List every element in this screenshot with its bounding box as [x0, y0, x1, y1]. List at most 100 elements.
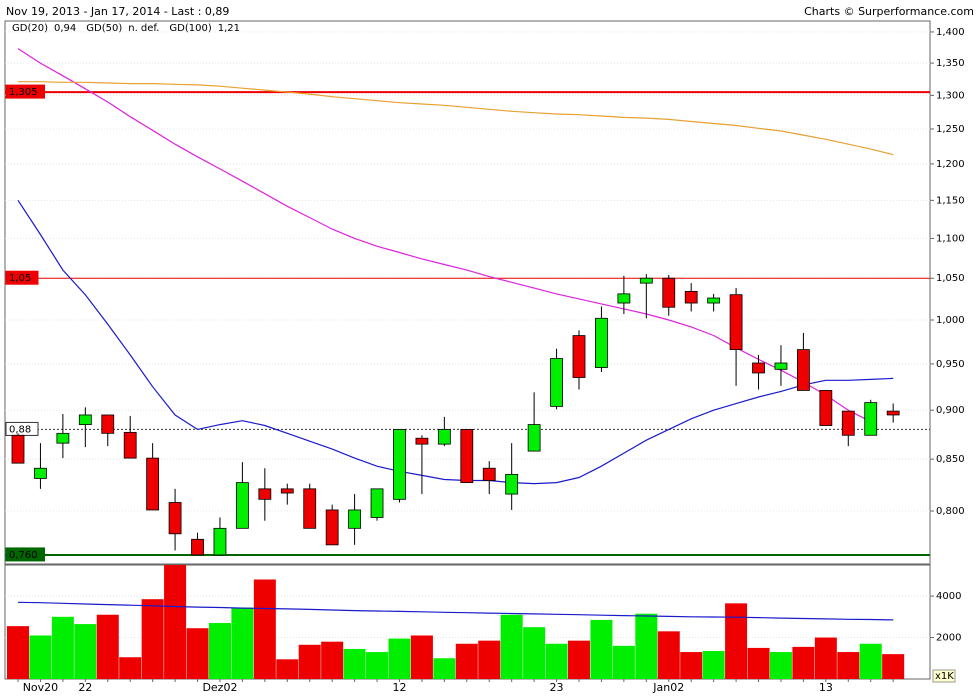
volume-bar [253, 579, 276, 679]
y-tick-label: 1,250 [936, 124, 965, 135]
volume-bar [523, 627, 546, 679]
volume-bar [792, 646, 815, 679]
y-tick-label: 0,850 [936, 454, 965, 465]
candle-body [78, 414, 92, 425]
volume-bar [276, 659, 299, 679]
volume-bar [208, 623, 231, 679]
candle-body [56, 432, 70, 444]
legend-value: 0,94 [54, 23, 76, 34]
volume-bar [814, 637, 837, 679]
level-label: 0,88 [9, 424, 31, 435]
volume-bar [321, 641, 344, 679]
candle-body [146, 457, 160, 511]
volume-bar [568, 640, 590, 679]
volume-bar [298, 644, 321, 679]
x-tick-label: Nov20 [23, 681, 58, 694]
volume-bar [119, 657, 142, 679]
candle-body [34, 467, 47, 479]
candle-body [572, 335, 586, 378]
volume-bar [725, 603, 748, 679]
volume-bar [410, 635, 433, 679]
volume-bar [500, 614, 523, 679]
moving-average [17, 48, 871, 423]
candle-body [595, 317, 608, 368]
volume-bar [545, 643, 568, 679]
volume-bar [859, 643, 882, 679]
volume-bar [186, 628, 209, 679]
y-tick-label: 1,000 [936, 315, 965, 326]
legend-value: 1,21 [218, 23, 240, 34]
candle-body [235, 482, 249, 529]
header-credit: Charts © Surperformance.com [804, 5, 974, 18]
candle-body [886, 410, 900, 416]
volume-bar [680, 652, 703, 679]
candle-body [348, 509, 362, 529]
volume-bar [366, 652, 389, 679]
candle-body [774, 362, 788, 370]
level-label-box [5, 270, 39, 285]
volume-bar [769, 652, 792, 679]
candle-body [752, 362, 765, 374]
level-label: 1,05 [9, 273, 31, 284]
x-tick-label: Dez02 [202, 681, 237, 694]
candle-body [168, 502, 182, 535]
volume-bar [455, 643, 478, 679]
volume-bar [343, 648, 366, 679]
moving-average [17, 199, 894, 485]
candle-body [415, 437, 429, 445]
volume-bar [433, 658, 456, 679]
candle-body [191, 538, 204, 556]
x-tick-label: 23 [550, 681, 564, 694]
volume-bar [612, 645, 635, 679]
volume-average [17, 601, 894, 621]
header-range: Nov 19, 2013 - Jan 17, 2014 - Last : 0,8… [6, 5, 229, 18]
candle-body [258, 488, 272, 500]
candle-body [841, 410, 855, 436]
candle-body [123, 431, 137, 459]
y-tick-label: 1,100 [936, 233, 965, 244]
price-panel [4, 20, 931, 565]
candle-body [662, 277, 676, 308]
y-tick-label: 1,050 [936, 273, 965, 284]
candle-body [460, 429, 474, 484]
volume-bar [74, 624, 97, 679]
volume-bar [7, 626, 29, 679]
candle-body [797, 349, 810, 391]
moving-average [18, 81, 894, 156]
candle-body [437, 429, 451, 445]
candle-body [617, 293, 631, 304]
candle-body [729, 294, 743, 351]
volume-bar [702, 651, 725, 679]
y-tick-label: 1,200 [936, 159, 965, 170]
volume-bar [29, 635, 52, 679]
legend-name: GD(50) [86, 23, 122, 34]
unit-label: x1K [935, 671, 954, 682]
unit-box [932, 669, 956, 683]
volume-bar [231, 607, 254, 679]
candle-body [325, 509, 339, 546]
level-label: 0,760 [9, 550, 38, 561]
y-tick-label: 4000 [936, 591, 961, 602]
candle-body [482, 467, 496, 481]
candle-body [684, 290, 698, 304]
y-tick-label: 2000 [936, 633, 961, 644]
y-tick-label: 1,300 [936, 90, 965, 101]
level-label-box [5, 84, 45, 99]
y-tick-label: 1,350 [936, 58, 965, 69]
y-tick-label: 0,950 [936, 359, 965, 370]
x-tick-label: 22 [78, 681, 92, 694]
level-label-box [5, 547, 45, 562]
candle-body [639, 277, 653, 284]
y-tick-label: 1,150 [936, 195, 965, 206]
volume-bar [478, 640, 501, 679]
candle-body [370, 488, 384, 518]
candle-body [11, 434, 25, 464]
volume-bar [51, 616, 74, 679]
x-tick-label: Jan02 [652, 681, 684, 694]
candle-body [213, 527, 227, 556]
candle-body [707, 297, 721, 304]
candle-body [505, 473, 519, 495]
legend-value: n. def. [128, 23, 159, 34]
candle-body [864, 402, 878, 436]
